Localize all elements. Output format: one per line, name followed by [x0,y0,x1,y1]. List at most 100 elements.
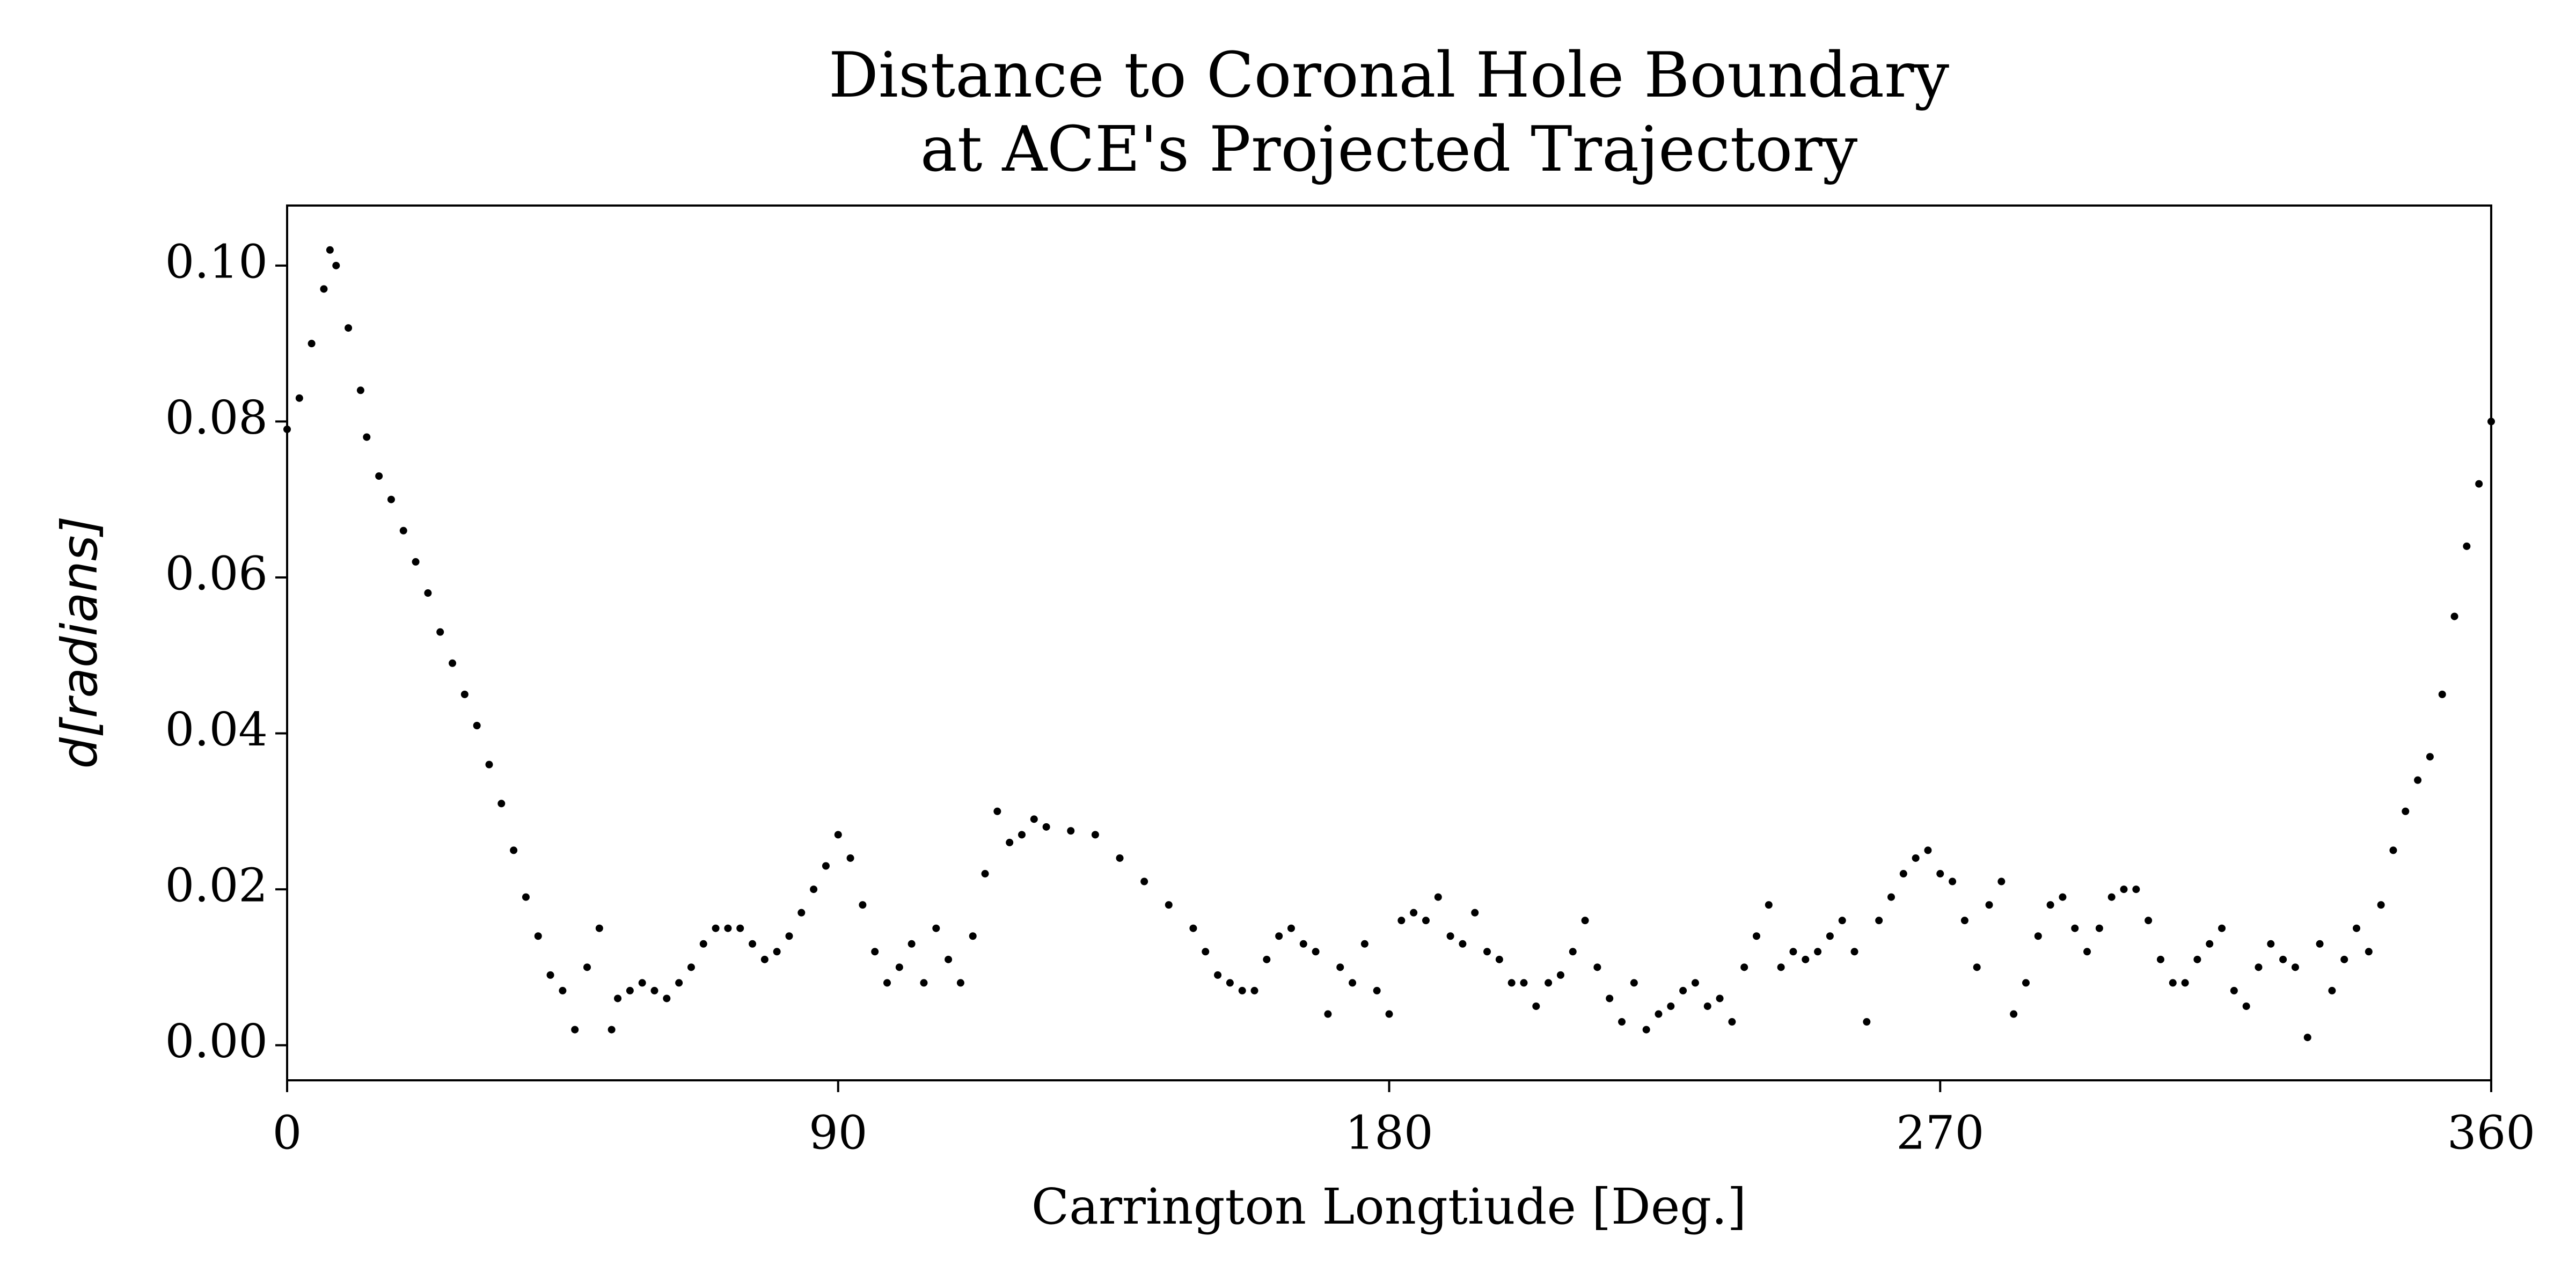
point [1814,948,1822,956]
point [1802,955,1810,963]
point [2132,885,2140,894]
point [1765,901,1773,909]
point [375,472,383,480]
point [2365,948,2373,956]
point [2083,948,2091,956]
chart-title: at ACE's Projected Trajectory [920,113,1858,186]
x-tick-label: 180 [1345,1107,1433,1160]
point [1997,877,2006,885]
point [2156,955,2164,963]
point [424,589,432,597]
point [2414,776,2422,784]
point [1202,948,1210,956]
point [1422,917,1430,925]
point [1263,955,1271,963]
x-tick-label: 0 [273,1107,302,1160]
y-tick-label: 0.00 [165,1015,268,1069]
point [859,901,867,909]
point [1924,846,1932,854]
point [1042,823,1050,831]
point [1018,831,1026,839]
point [1349,979,1357,987]
point [724,924,732,932]
point [1495,955,1503,963]
point [638,979,646,987]
y-tick-label: 0.08 [165,391,268,445]
point [687,963,695,971]
point [1973,963,1981,971]
point [2059,893,2067,901]
point [760,955,769,963]
point [1067,827,1075,835]
point [2145,917,2153,925]
point [1899,870,1907,878]
point [1165,901,1173,909]
point [571,1026,579,1034]
point [1691,979,1699,987]
point [1532,1002,1540,1010]
point [1299,940,1307,948]
point [2450,612,2458,620]
point [1397,917,1406,925]
point [2291,963,2299,971]
point [993,807,1001,815]
point [932,924,940,932]
point [1949,877,1957,885]
point [449,659,457,667]
point [387,495,395,503]
point [2426,753,2434,761]
point [920,979,928,987]
point [363,433,371,441]
point [2255,963,2263,971]
point [1630,979,1638,987]
point [2475,480,2483,488]
point [675,979,683,987]
point [1373,986,1381,994]
point [871,948,879,956]
point [1238,986,1246,994]
point [326,246,334,254]
point [356,386,364,394]
point [1826,932,1834,940]
point [1960,917,1968,925]
point [2389,846,2397,854]
point [2279,955,2287,963]
point [749,940,757,948]
point [1716,994,1724,1002]
point [1679,986,1687,994]
point [412,558,420,566]
point [1116,854,1124,862]
point [1091,831,1099,839]
point [956,979,964,987]
x-tick-label: 360 [2447,1107,2535,1160]
point [1336,963,1344,971]
point [846,854,854,862]
point [1471,909,1479,917]
point [1581,917,1589,925]
point [2193,955,2201,963]
point [1545,979,1553,987]
point [1459,940,1467,948]
point [981,870,989,878]
point [1030,815,1038,823]
x-tick-label: 90 [809,1107,867,1160]
point [1312,948,1320,956]
point [2107,893,2116,901]
point [595,924,603,932]
point [546,971,554,979]
plot-frame [286,204,2492,1081]
point [1507,979,1516,987]
point [460,690,469,698]
x-axis-label: Carrington Longtiude [Deg.] [1031,1178,1747,1235]
point [485,760,493,769]
y-axis-label: d[radians] [51,516,108,769]
point [308,340,316,348]
point [1189,924,1197,932]
point [1250,986,1258,994]
point [534,932,542,940]
point [822,862,830,870]
point [2402,807,2410,815]
point [969,932,977,940]
